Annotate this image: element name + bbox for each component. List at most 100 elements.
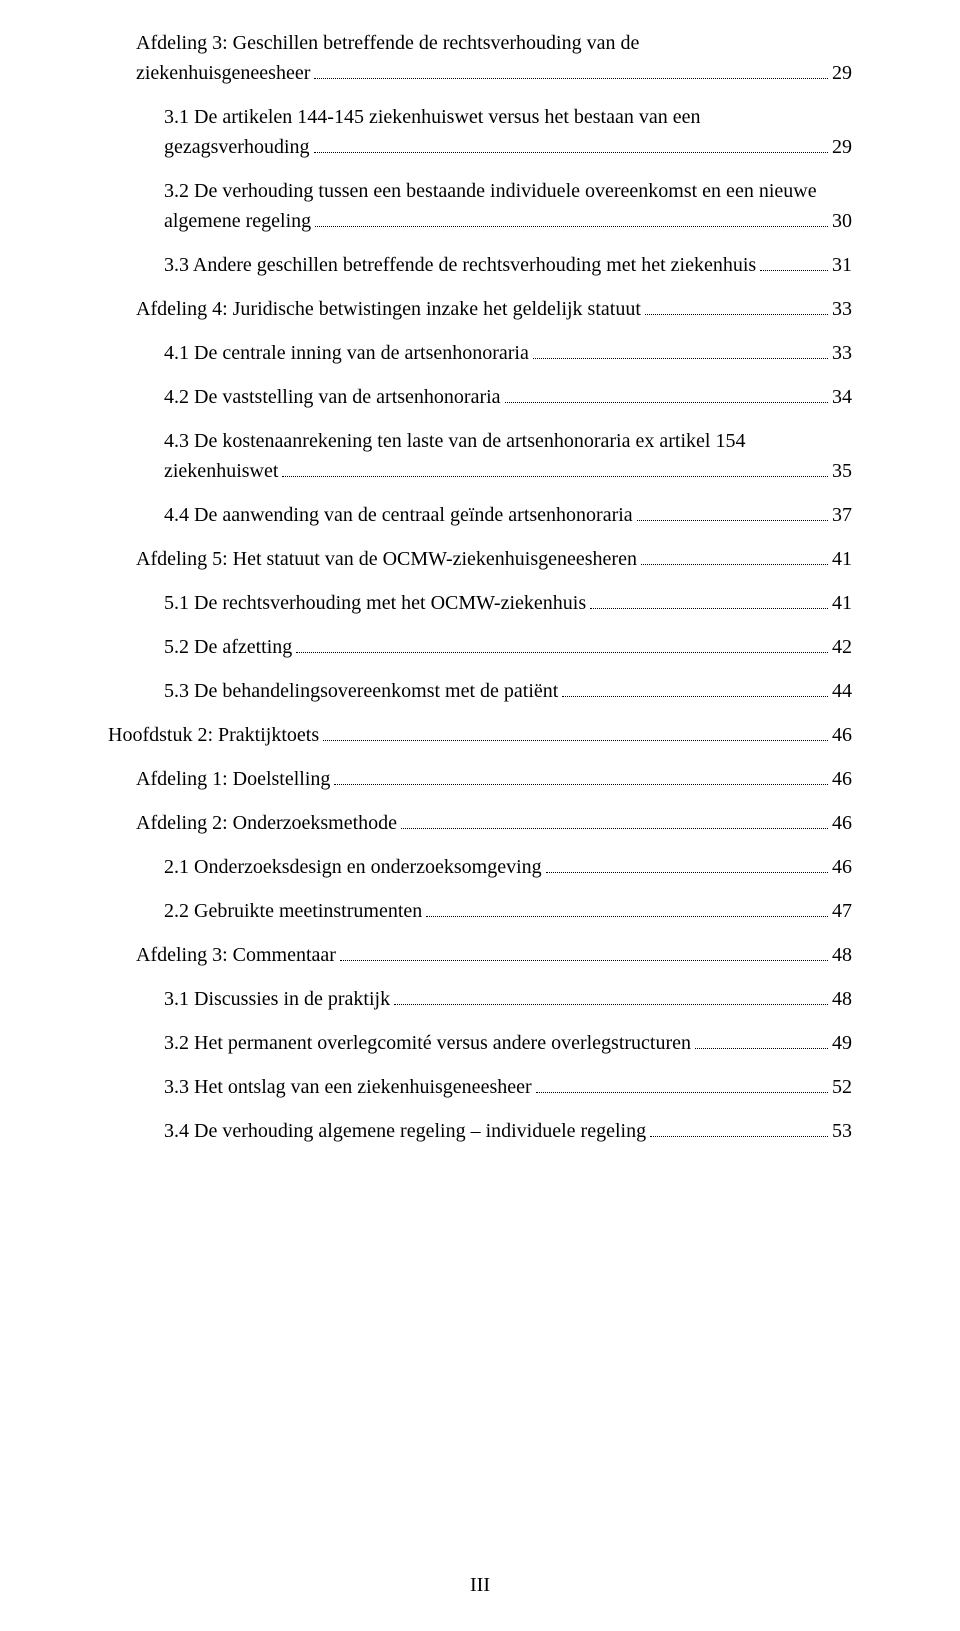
page-number: III — [0, 1574, 960, 1597]
toc-entry: 4.1 De centrale inning van de artsenhono… — [108, 338, 852, 368]
toc-entry-page: 47 — [832, 896, 852, 926]
toc-entry-page: 35 — [832, 456, 852, 486]
toc-entry: Afdeling 3: Geschillen betreffende de re… — [108, 28, 852, 88]
toc-entry-page: 46 — [832, 720, 852, 750]
toc-entry-text: Hoofdstuk 2: Praktijktoets — [108, 720, 319, 750]
toc-entry-text: ziekenhuisgeneesheer — [136, 58, 310, 88]
toc-entry-text: 5.1 De rechtsverhouding met het OCMW-zie… — [164, 588, 586, 618]
toc-entry-page: 42 — [832, 632, 852, 662]
toc-entry-page: 48 — [832, 984, 852, 1014]
toc-entry-text: ziekenhuiswet — [164, 456, 278, 486]
toc-entry-text: 4.4 De aanwending van de centraal geïnde… — [164, 500, 633, 530]
toc-dot-leader — [426, 916, 828, 917]
toc-entry-page: 53 — [832, 1116, 852, 1146]
toc-entry-page: 46 — [832, 764, 852, 794]
toc-entry-text-line: 4.3 De kostenaanrekening ten laste van d… — [164, 426, 852, 456]
toc-entry-last-line: ziekenhuisgeneesheer 29 — [136, 58, 852, 88]
toc-entry-text: 3.1 Discussies in de praktijk — [164, 984, 390, 1014]
toc-entry-page: 31 — [832, 250, 852, 280]
toc-entry: 4.2 De vaststelling van de artsenhonorar… — [108, 382, 852, 412]
toc-entry: 3.3 Het ontslag van een ziekenhuisgenees… — [108, 1072, 852, 1102]
toc-dot-leader — [314, 152, 828, 153]
table-of-contents: Afdeling 3: Geschillen betreffende de re… — [108, 28, 852, 1146]
toc-entry: 2.2 Gebruikte meetinstrumenten 47 — [108, 896, 852, 926]
toc-entry-text-line: Afdeling 3: Geschillen betreffende de re… — [136, 28, 852, 58]
toc-dot-leader — [314, 78, 828, 79]
toc-dot-leader — [645, 314, 828, 315]
toc-dot-leader — [401, 828, 828, 829]
toc-entry: 2.1 Onderzoeksdesign en onderzoeksomgevi… — [108, 852, 852, 882]
toc-dot-leader — [505, 402, 828, 403]
toc-entry-page: 41 — [832, 544, 852, 574]
toc-entry-text: Afdeling 1: Doelstelling — [136, 764, 330, 794]
document-page: Afdeling 3: Geschillen betreffende de re… — [0, 0, 960, 1631]
toc-entry-page: 37 — [832, 500, 852, 530]
toc-entry: Afdeling 5: Het statuut van de OCMW-ziek… — [108, 544, 852, 574]
toc-entry: Hoofdstuk 2: Praktijktoets 46 — [108, 720, 852, 750]
toc-dot-leader — [641, 564, 828, 565]
toc-entry-text: 5.2 De afzetting — [164, 632, 292, 662]
toc-entry: Afdeling 4: Juridische betwistingen inza… — [108, 294, 852, 324]
toc-entry: 3.1 De artikelen 144-145 ziekenhuiswet v… — [108, 102, 852, 162]
toc-entry-text: 2.2 Gebruikte meetinstrumenten — [164, 896, 422, 926]
toc-entry-page: 48 — [832, 940, 852, 970]
toc-dot-leader — [760, 270, 828, 271]
toc-dot-leader — [315, 226, 828, 227]
toc-entry: Afdeling 3: Commentaar 48 — [108, 940, 852, 970]
toc-dot-leader — [282, 476, 828, 477]
toc-entry-page: 29 — [832, 132, 852, 162]
toc-entry-text: 3.3 Het ontslag van een ziekenhuisgenees… — [164, 1072, 532, 1102]
toc-entry-text: 3.4 De verhouding algemene regeling – in… — [164, 1116, 646, 1146]
toc-dot-leader — [590, 608, 828, 609]
toc-dot-leader — [533, 358, 828, 359]
toc-entry: 3.2 Het permanent overlegcomité versus a… — [108, 1028, 852, 1058]
toc-entry: 4.4 De aanwending van de centraal geïnde… — [108, 500, 852, 530]
toc-entry-page: 49 — [832, 1028, 852, 1058]
toc-entry-last-line: gezagsverhouding 29 — [164, 132, 852, 162]
toc-entry-last-line: ziekenhuiswet 35 — [164, 456, 852, 486]
toc-entry-text: Afdeling 2: Onderzoeksmethode — [136, 808, 397, 838]
toc-entry-page: 34 — [832, 382, 852, 412]
toc-entry-text-line: 3.1 De artikelen 144-145 ziekenhuiswet v… — [164, 102, 852, 132]
toc-entry-text: algemene regeling — [164, 206, 311, 236]
toc-entry-text-line: 3.2 De verhouding tussen een bestaande i… — [164, 176, 852, 206]
toc-entry: 5.2 De afzetting 42 — [108, 632, 852, 662]
toc-entry-page: 44 — [832, 676, 852, 706]
toc-entry: 3.2 De verhouding tussen een bestaande i… — [108, 176, 852, 236]
toc-entry-page: 30 — [832, 206, 852, 236]
toc-entry-page: 41 — [832, 588, 852, 618]
toc-entry-text: 4.2 De vaststelling van de artsenhonorar… — [164, 382, 501, 412]
toc-entry: Afdeling 1: Doelstelling 46 — [108, 764, 852, 794]
toc-dot-leader — [334, 784, 828, 785]
toc-entry-page: 33 — [832, 294, 852, 324]
toc-entry-page: 46 — [832, 852, 852, 882]
toc-dot-leader — [323, 740, 828, 741]
toc-dot-leader — [637, 520, 828, 521]
toc-entry-last-line: algemene regeling 30 — [164, 206, 852, 236]
toc-entry-text: Afdeling 5: Het statuut van de OCMW-ziek… — [136, 544, 637, 574]
toc-dot-leader — [650, 1136, 828, 1137]
toc-dot-leader — [296, 652, 828, 653]
toc-entry-text: 3.3 Andere geschillen betreffende de rec… — [164, 250, 756, 280]
toc-dot-leader — [340, 960, 828, 961]
toc-entry-text: 5.3 De behandelingsovereenkomst met de p… — [164, 676, 558, 706]
toc-entry-page: 33 — [832, 338, 852, 368]
toc-entry: 4.3 De kostenaanrekening ten laste van d… — [108, 426, 852, 486]
toc-dot-leader — [695, 1048, 828, 1049]
toc-entry: 3.1 Discussies in de praktijk 48 — [108, 984, 852, 1014]
toc-entry-text: Afdeling 4: Juridische betwistingen inza… — [136, 294, 641, 324]
toc-entry: Afdeling 2: Onderzoeksmethode46 — [108, 808, 852, 838]
toc-dot-leader — [546, 872, 828, 873]
toc-entry-page: 52 — [832, 1072, 852, 1102]
toc-entry: 3.3 Andere geschillen betreffende de rec… — [108, 250, 852, 280]
toc-entry-text: 3.2 Het permanent overlegcomité versus a… — [164, 1028, 691, 1058]
toc-dot-leader — [562, 696, 828, 697]
toc-entry: 5.1 De rechtsverhouding met het OCMW-zie… — [108, 588, 852, 618]
toc-entry-text: Afdeling 3: Commentaar — [136, 940, 336, 970]
toc-entry-text: gezagsverhouding — [164, 132, 310, 162]
toc-entry: 5.3 De behandelingsovereenkomst met de p… — [108, 676, 852, 706]
toc-entry-page: 29 — [832, 58, 852, 88]
toc-entry-text: 2.1 Onderzoeksdesign en onderzoeksomgevi… — [164, 852, 542, 882]
toc-dot-leader — [394, 1004, 828, 1005]
toc-entry: 3.4 De verhouding algemene regeling – in… — [108, 1116, 852, 1146]
